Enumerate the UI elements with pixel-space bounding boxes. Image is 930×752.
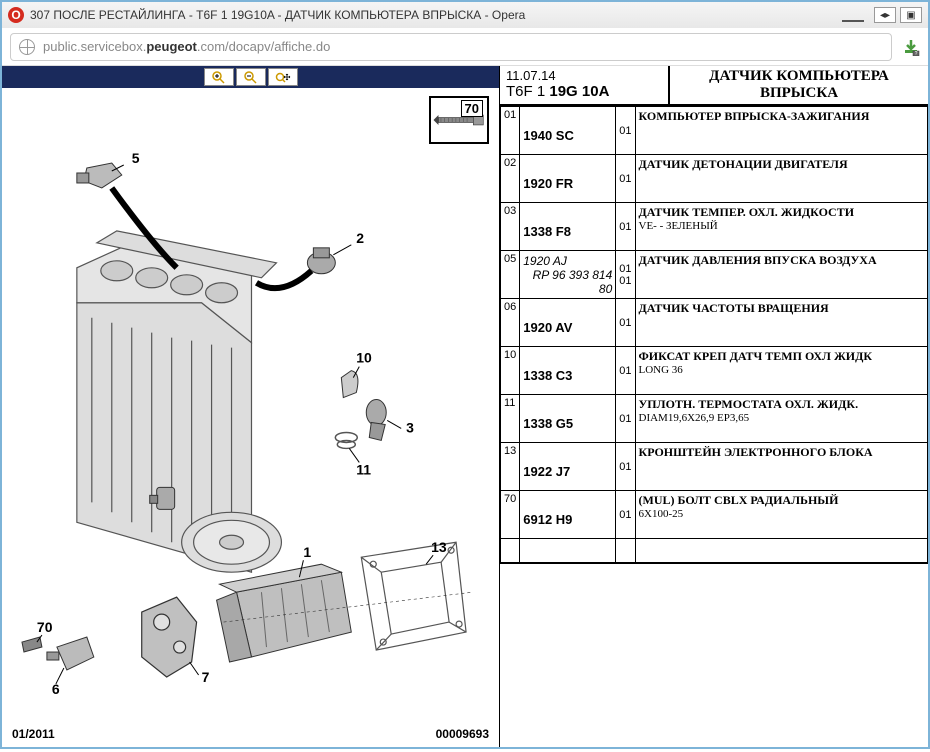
parts-table: 011940 SC01КОМПЬЮТЕР ВПРЫСКА-ЗАЖИГАНИЯ02… [500, 106, 928, 564]
opera-icon: O [8, 7, 24, 23]
part-desc: ДАТЧИК ТЕМПЕР. ОХЛ. ЖИДКОСТИVE- - ЗЕЛЕНЫ… [635, 203, 928, 251]
table-row: 021920 FR01ДАТЧИК ДЕТОНАЦИИ ДВИГАТЕЛЯ [501, 155, 928, 203]
part-desc: (MUL) БОЛТ CBLX РАДИАЛЬНЫЙ6X100-25 [635, 491, 928, 539]
part-num: 70 [501, 491, 520, 539]
header-date: 11.07.14 [506, 68, 662, 83]
part-qty: 01 [616, 107, 635, 155]
table-row: 061920 AV01ДАТЧИК ЧАСТОТЫ ВРАЩЕНИЯ [501, 299, 928, 347]
parts-pane: 11.07.14 T6F 1 19G 10A ДАТЧИК КОМПЬЮТЕРА… [500, 66, 928, 747]
callout-1: 1 [303, 544, 311, 560]
diagram-svg: 5 2 10 3 11 [2, 88, 499, 747]
minimize-button[interactable] [842, 20, 864, 22]
part-ref: 1338 C3 [520, 347, 616, 395]
callout-11: 11 [356, 461, 371, 477]
part-num: 10 [501, 347, 520, 395]
part-qty: 01 [616, 155, 635, 203]
diagram-footer: 01/2011 00009693 [12, 727, 489, 741]
url-text: public.servicebox.peugeot.com/docapv/aff… [43, 39, 330, 54]
callout-7: 7 [202, 669, 210, 685]
part-num: 06 [501, 299, 520, 347]
restore-button[interactable]: ◂▸ [874, 7, 896, 23]
part-ref: 1922 J7 [520, 443, 616, 491]
part-desc: КРОНШТЕЙН ЭЛЕКТРОННОГО БЛОКА [635, 443, 928, 491]
part-desc: ДАТЧИК ДАВЛЕНИЯ ВПУСКА ВОЗДУХА [635, 251, 928, 299]
part-qty: 01 [616, 299, 635, 347]
table-row: 131922 J701КРОНШТЕЙН ЭЛЕКТРОННОГО БЛОКА [501, 443, 928, 491]
part-qty: 01 [616, 203, 635, 251]
part-ref: 1920 FR [520, 155, 616, 203]
part-desc: ДАТЧИК ЧАСТОТЫ ВРАЩЕНИЯ [635, 299, 928, 347]
table-row: 011940 SC01КОМПЬЮТЕР ВПРЫСКА-ЗАЖИГАНИЯ [501, 107, 928, 155]
callout-3: 3 [406, 419, 414, 435]
part-num: 01 [501, 107, 520, 155]
globe-icon [19, 39, 35, 55]
table-row: 101338 C301ФИКСАТ КРЕП ДАТЧ ТЕМП ОХЛ ЖИД… [501, 347, 928, 395]
part-desc: УПЛОТН. ТЕРМОСТАТА ОХЛ. ЖИДК.DIAM19,6X26… [635, 395, 928, 443]
zoom-in-button[interactable] [204, 68, 234, 86]
part-desc: ФИКСАТ КРЕП ДАТЧ ТЕМП ОХЛ ЖИДКLONG 36 [635, 347, 928, 395]
part-qty: 01 [616, 491, 635, 539]
callout-13: 13 [431, 539, 447, 555]
callout-10: 10 [356, 350, 372, 366]
part-ref: 1920 AV [520, 299, 616, 347]
header-title: ДАТЧИК КОМПЬЮТЕРА ВПРЫСКА [670, 66, 928, 104]
maximize-button[interactable]: ▣ [900, 7, 922, 23]
part-num: 02 [501, 155, 520, 203]
table-row: 051920 AJRP 96 393 814 800101ДАТЧИК ДАВЛ… [501, 251, 928, 299]
url-field[interactable]: public.servicebox.peugeot.com/docapv/aff… [10, 33, 892, 61]
parts-diagram: 70 [2, 88, 499, 747]
table-row: 111338 G501УПЛОТН. ТЕРМОСТАТА ОХЛ. ЖИДК.… [501, 395, 928, 443]
callout-2: 2 [356, 230, 364, 246]
zoom-out-button[interactable] [236, 68, 266, 86]
footer-id: 00009693 [436, 727, 489, 741]
download-icon[interactable]: ? [902, 38, 920, 56]
part-qty: 01 [616, 443, 635, 491]
part-num: 05 [501, 251, 520, 299]
part-num: 03 [501, 203, 520, 251]
part-qty: 0101 [616, 251, 635, 299]
inset-number: 70 [461, 100, 483, 117]
part-num: 11 [501, 395, 520, 443]
part-ref: 1338 G5 [520, 395, 616, 443]
svg-text:?: ? [915, 51, 918, 56]
part-qty: 01 [616, 395, 635, 443]
part-ref: 1338 F8 [520, 203, 616, 251]
part-num: 13 [501, 443, 520, 491]
part-desc: КОМПЬЮТЕР ВПРЫСКА-ЗАЖИГАНИЯ [635, 107, 928, 155]
table-row: 031338 F801ДАТЧИК ТЕМПЕР. ОХЛ. ЖИДКОСТИV… [501, 203, 928, 251]
part-ref: 1920 AJRP 96 393 814 80 [520, 251, 616, 299]
table-row: 706912 H901(MUL) БОЛТ CBLX РАДИАЛЬНЫЙ6X1… [501, 491, 928, 539]
window-titlebar: O 307 ПОСЛЕ РЕСТАЙЛИНГА - T6F 1 19G10A -… [2, 0, 928, 28]
zoom-move-button[interactable] [268, 68, 298, 86]
part-ref: 6912 H9 [520, 491, 616, 539]
parts-header: 11.07.14 T6F 1 19G 10A ДАТЧИК КОМПЬЮТЕРА… [500, 66, 928, 106]
footer-date: 01/2011 [12, 727, 55, 741]
part-ref: 1940 SC [520, 107, 616, 155]
part-desc: ДАТЧИК ДЕТОНАЦИИ ДВИГАТЕЛЯ [635, 155, 928, 203]
window-title: 307 ПОСЛЕ РЕСТАЙЛИНГА - T6F 1 19G10A - Д… [30, 8, 838, 22]
diagram-pane: 70 [2, 66, 500, 747]
part-qty: 01 [616, 347, 635, 395]
inset-bolt: 70 [429, 96, 489, 144]
callout-70-bottom: 70 [37, 619, 53, 635]
address-bar: public.servicebox.peugeot.com/docapv/aff… [2, 28, 928, 66]
callout-5: 5 [132, 150, 140, 166]
header-code: T6F 1 19G 10A [506, 83, 662, 100]
diagram-toolbar [2, 66, 499, 88]
